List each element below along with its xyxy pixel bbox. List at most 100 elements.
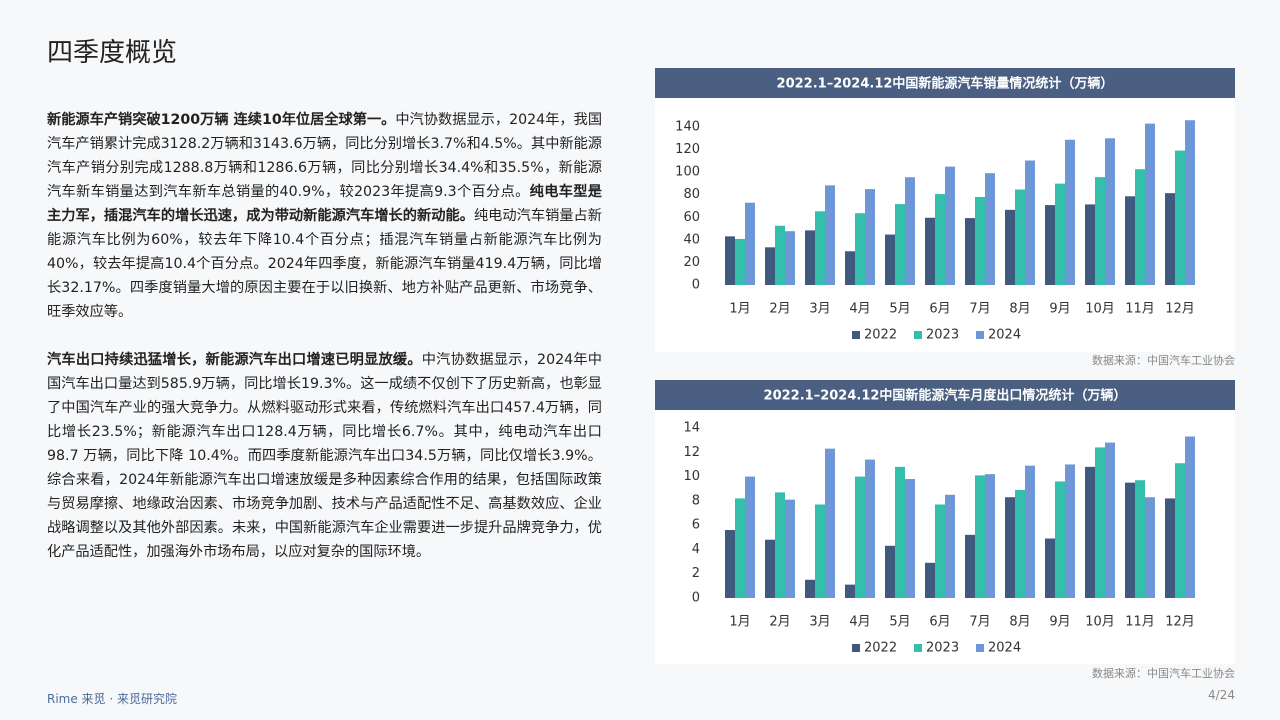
legend-label: 2022: [864, 641, 897, 656]
bar: [935, 504, 945, 598]
bar: [985, 474, 995, 598]
bar: [1085, 466, 1095, 598]
bar: [935, 194, 945, 285]
y-tick-label: 0: [692, 278, 700, 293]
title-bar: [655, 380, 1235, 410]
page-title: 四季度概览: [47, 38, 178, 68]
bar: [1165, 498, 1175, 598]
text: 纯电动汽车销量占新能源汽车比例为60%，较去年下降10.4个百分点；插混汽车销量…: [47, 208, 602, 320]
x-tick-label: 1月: [729, 302, 750, 317]
bar: [975, 196, 985, 285]
y-tick-label: 2: [692, 566, 700, 581]
y-tick-label: 14: [683, 421, 700, 436]
bar: [1135, 480, 1145, 598]
y-tick-label: 100: [675, 165, 700, 180]
y-tick-label: 12: [683, 445, 700, 460]
legend-swatch: [852, 644, 860, 652]
source: 数据来源：中国汽车工业协会: [1092, 667, 1235, 680]
bar: [1185, 436, 1195, 598]
bar: [975, 475, 985, 598]
bold-text: 新能源车产销突破1200万辆 连续10年位居全球第一。: [47, 112, 396, 128]
bar: [785, 231, 795, 285]
bar: [1015, 489, 1025, 598]
x-tick-label: 8月: [1009, 615, 1030, 630]
bar: [1185, 120, 1195, 285]
bar: [735, 238, 745, 285]
bar: [825, 448, 835, 598]
x-tick-label: 9月: [1049, 615, 1070, 630]
title-bar: [655, 68, 1235, 98]
bar: [1065, 139, 1075, 285]
x-tick-label: 4月: [849, 615, 870, 630]
bar: [765, 247, 775, 285]
bar: [1105, 442, 1115, 598]
x-tick-label: 12月: [1165, 615, 1195, 630]
x-tick-label: 3月: [809, 615, 830, 630]
chart-title: 2022.1–2024.12中国新能源汽车月度出口情况统计（万辆）: [764, 388, 1127, 404]
bar: [1005, 209, 1015, 285]
x-tick-label: 5月: [889, 615, 910, 630]
bar: [805, 230, 815, 285]
brand: Rime 来觅 · 来觅研究院: [47, 692, 178, 706]
y-tick-label: 4: [692, 542, 700, 557]
bar: [745, 476, 755, 598]
bar: [845, 584, 855, 598]
x-tick-label: 5月: [889, 302, 910, 317]
x-tick-label: 10月: [1085, 302, 1115, 317]
body-text: 新能源车产销突破1200万辆 连续10年位居全球第一。中汽协数据显示，2024年…: [47, 108, 602, 588]
bar: [885, 545, 895, 598]
x-tick-label: 11月: [1125, 302, 1155, 317]
x-tick-label: 1月: [729, 615, 750, 630]
bar: [845, 251, 855, 285]
bar: [1125, 482, 1135, 598]
bar: [945, 494, 955, 598]
bold-text: 汽车出口持续迅猛增长，新能源汽车出口增速已明显放缓。: [47, 352, 422, 368]
legend-label: 2023: [926, 328, 959, 343]
bar: [1135, 169, 1145, 285]
bar: [925, 217, 935, 285]
legend-label: 2024: [988, 328, 1021, 343]
paragraph: 新能源车产销突破1200万辆 连续10年位居全球第一。中汽协数据显示，2024年…: [47, 108, 602, 324]
legend-swatch: [914, 644, 922, 652]
bar: [1145, 123, 1155, 285]
bar: [1025, 465, 1035, 598]
x-tick-label: 2月: [769, 615, 790, 630]
bar: [925, 562, 935, 598]
bar: [855, 213, 865, 285]
bar: [965, 218, 975, 285]
legend-swatch: [976, 331, 984, 339]
x-tick-label: 3月: [809, 302, 830, 317]
chart: 2022.1–2024.12中国新能源汽车月度出口情况统计（万辆） 0 2 4 6 8 10…: [655, 380, 1235, 664]
x-tick-label: 9月: [1049, 302, 1070, 317]
source: 数据来源：中国汽车工业协会: [1092, 354, 1235, 367]
bar: [725, 530, 735, 598]
bar: [905, 479, 915, 598]
bar: [1045, 205, 1055, 285]
bar: [815, 504, 825, 598]
bar: [965, 534, 975, 598]
y-tick-label: 40: [683, 232, 700, 247]
bar: [815, 211, 825, 285]
y-tick-label: 120: [675, 142, 700, 157]
legend-label: 2024: [988, 641, 1021, 656]
bar: [985, 173, 995, 285]
bar: [765, 539, 775, 598]
x-tick-label: 6月: [929, 302, 950, 317]
legend-swatch: [852, 331, 860, 339]
y-tick-label: 80: [683, 187, 700, 202]
paragraph: 汽车出口持续迅猛增长，新能源汽车出口增速已明显放缓。中汽协数据显示，2024年中…: [47, 348, 602, 564]
bar: [785, 499, 795, 598]
y-tick-label: 0: [692, 591, 700, 606]
bar: [805, 579, 815, 598]
bar: [895, 204, 905, 285]
bar: [945, 166, 955, 285]
chart-title: 2022.1–2024.12中国新能源汽车销量情况统计（万辆）: [777, 76, 1114, 92]
bar: [1015, 189, 1025, 285]
bar: [745, 202, 755, 285]
legend-label: 2023: [926, 641, 959, 656]
x-tick-label: 4月: [849, 302, 870, 317]
y-tick-label: 6: [692, 518, 700, 533]
x-tick-label: 7月: [969, 302, 990, 317]
page-number: 4/24: [1208, 688, 1235, 702]
